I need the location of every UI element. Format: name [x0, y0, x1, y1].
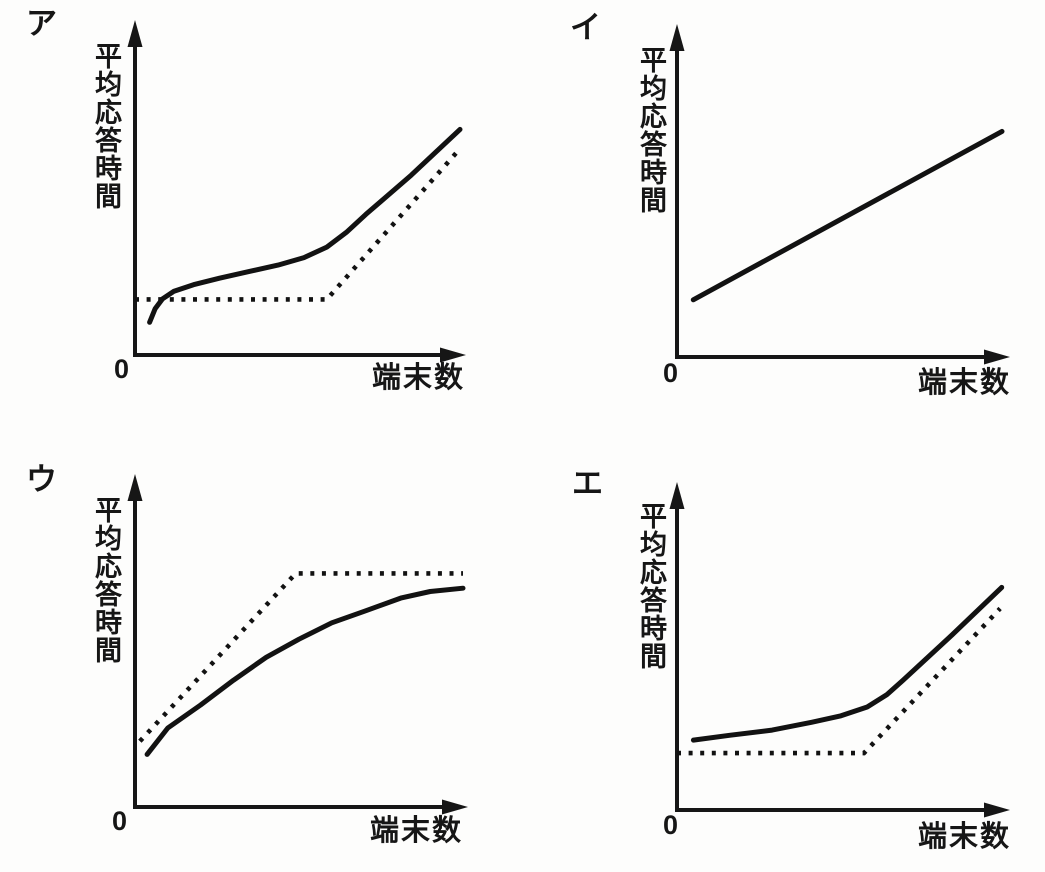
x-axis-label: 端末数 [918, 821, 1012, 853]
y-axis-label: 平均応答時間 [91, 496, 121, 664]
solid-curve-series [690, 584, 1005, 743]
chart-panel-u: ウ 平均応答時間 0 端末数 [0, 436, 522, 872]
x-axis-arrowhead-icon [984, 349, 1010, 365]
y-axis-label: 平均応答時間 [636, 502, 666, 670]
origin-label: 0 [663, 810, 679, 840]
origin-label: 0 [663, 358, 679, 388]
y-axis-arrowhead-icon [127, 474, 143, 501]
chart-canvas-u [127, 474, 468, 815]
x-axis-label: 端末数 [918, 367, 1012, 399]
option-label: ア [26, 6, 58, 41]
y-axis-arrowhead-icon [669, 24, 685, 51]
x-axis-arrowhead-icon [440, 347, 466, 363]
axis-lines [133, 490, 450, 809]
chart-canvas-e [669, 482, 1010, 818]
y-axis-arrowhead-icon [127, 20, 143, 47]
x-axis-arrowhead-icon [442, 799, 468, 815]
chart-canvas-a [127, 20, 466, 363]
x-axis-label: 端末数 [370, 815, 464, 847]
solid-curve-series [144, 585, 466, 757]
axis-lines [675, 40, 992, 359]
axis-lines [133, 36, 448, 357]
option-label: ウ [26, 462, 58, 497]
chart-canvas-i [669, 24, 1010, 365]
option-label: イ [570, 10, 602, 45]
chart-panel-e: エ 平均応答時間 0 端末数 [522, 436, 1045, 872]
dotted-line-series [677, 606, 1002, 756]
origin-label: 0 [112, 806, 128, 836]
y-axis-label: 平均応答時間 [91, 42, 121, 210]
solid-curve-series [147, 126, 463, 325]
y-axis-label: 平均応答時間 [636, 46, 666, 214]
solid-curve-series [690, 128, 1005, 303]
option-label: エ [572, 466, 604, 501]
axis-lines [675, 498, 992, 812]
x-axis-arrowhead-icon [984, 802, 1010, 818]
y-axis-arrowhead-icon [669, 482, 685, 509]
x-axis-label: 端末数 [372, 362, 466, 394]
origin-label: 0 [114, 354, 130, 384]
chart-panel-i: イ 平均応答時間 0 端末数 [522, 0, 1045, 436]
chart-panel-a: ア 平均応答時間 0 端末数 [0, 0, 522, 436]
